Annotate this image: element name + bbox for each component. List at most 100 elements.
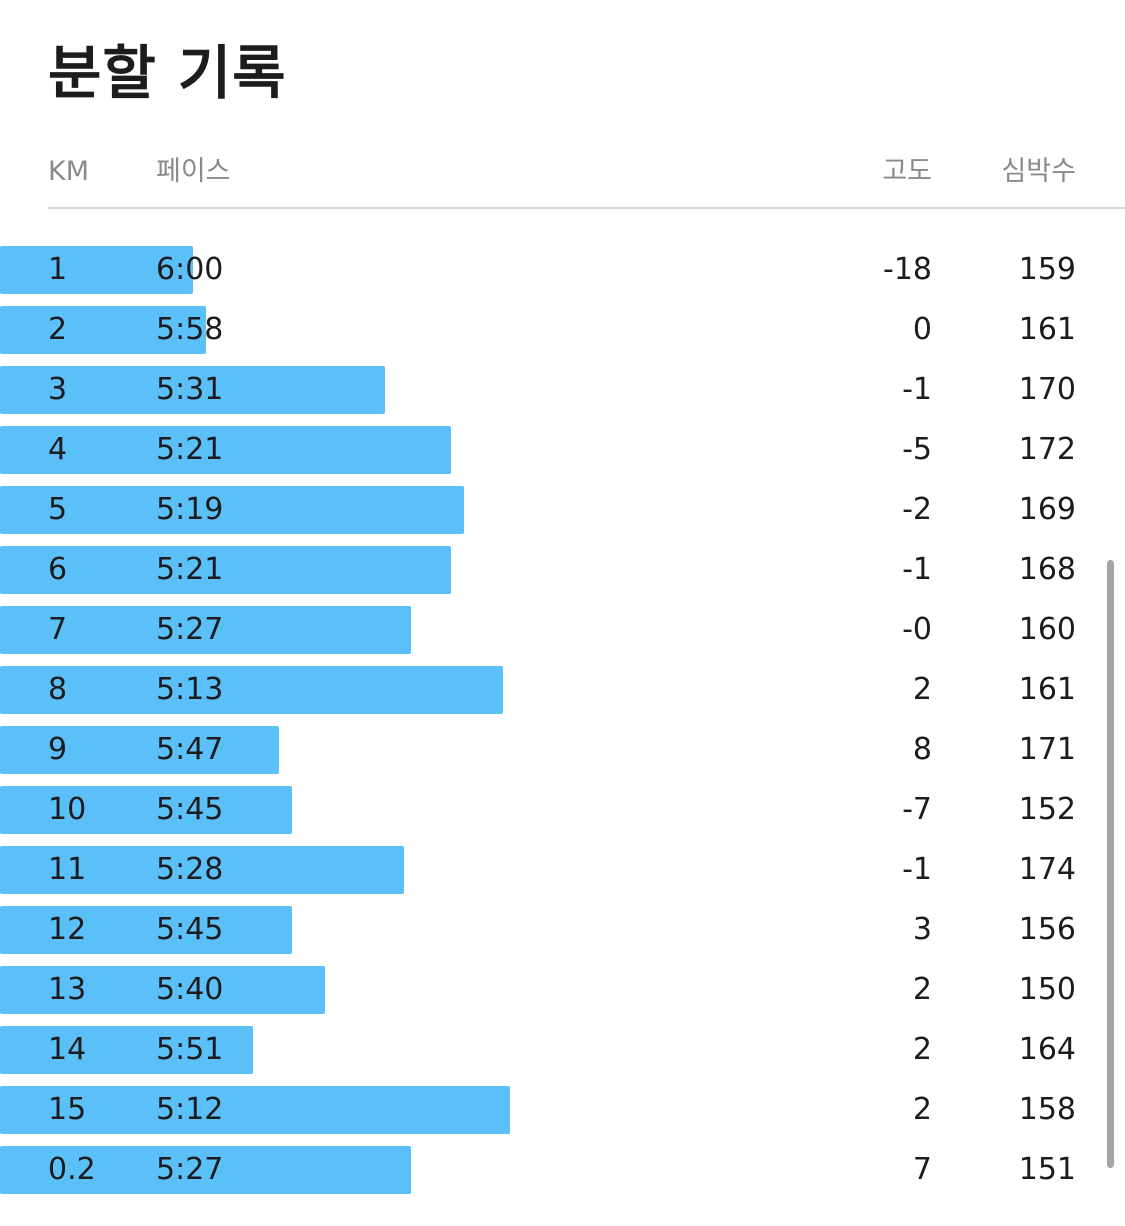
split-km: 9 [48, 732, 68, 767]
pace-bar [0, 966, 325, 1014]
split-pace: 5:47 [156, 732, 224, 767]
split-heart-rate: 151 [1018, 1152, 1076, 1187]
split-km: 0.2 [48, 1152, 96, 1187]
header-divider [48, 207, 1125, 209]
pace-bar [0, 666, 503, 714]
split-km: 5 [48, 492, 68, 527]
split-km: 7 [48, 612, 68, 647]
pace-bar [0, 426, 451, 474]
split-row: 12 5:45 3 156 [0, 906, 1125, 966]
split-elevation: 3 [912, 912, 932, 947]
pace-bar [0, 306, 206, 354]
split-pace: 5:13 [156, 672, 224, 707]
split-row: 3 5:31 -1 170 [0, 366, 1125, 426]
split-km: 2 [48, 312, 68, 347]
split-elevation: -5 [902, 432, 932, 467]
split-km: 3 [48, 372, 68, 407]
pace-bar [0, 1146, 411, 1194]
split-pace: 5:45 [156, 912, 224, 947]
split-heart-rate: 169 [1018, 492, 1076, 527]
split-km: 12 [48, 912, 87, 947]
pace-bar [0, 246, 193, 294]
split-elevation: 7 [912, 1152, 932, 1187]
split-heart-rate: 160 [1018, 612, 1076, 647]
pace-bar [0, 606, 411, 654]
split-elevation: 2 [912, 672, 932, 707]
split-elevation: 8 [912, 732, 932, 767]
split-row: 4 5:21 -5 172 [0, 426, 1125, 486]
split-heart-rate: 170 [1018, 372, 1076, 407]
pace-bar [0, 726, 279, 774]
split-heart-rate: 159 [1018, 252, 1076, 287]
split-elevation: -1 [902, 372, 932, 407]
split-heart-rate: 172 [1018, 432, 1076, 467]
split-pace: 5:45 [156, 792, 224, 827]
split-row: 11 5:28 -1 174 [0, 846, 1125, 906]
column-header-elevation: 고도 [882, 156, 932, 187]
split-elevation: -0 [902, 612, 932, 647]
splits-list: 1 6:00 -18 159 2 5:58 0 161 3 5:31 -1 170 4 5:21 -5 172… [0, 246, 1125, 1206]
pace-bar [0, 546, 451, 594]
split-elevation: -1 [902, 552, 932, 587]
scrollbar[interactable] [1107, 560, 1114, 1168]
split-elevation: 2 [912, 1032, 932, 1067]
split-pace: 5:19 [156, 492, 224, 527]
split-pace: 5:27 [156, 612, 224, 647]
page-title: 분할 기록 [48, 39, 287, 107]
split-elevation: -7 [902, 792, 932, 827]
split-row: 2 5:58 0 161 [0, 306, 1125, 366]
pace-bar [0, 846, 404, 894]
split-pace: 5:21 [156, 432, 224, 467]
split-heart-rate: 171 [1018, 732, 1076, 767]
split-row: 9 5:47 8 171 [0, 726, 1125, 786]
split-row: 14 5:51 2 164 [0, 1026, 1125, 1086]
split-row: 8 5:13 2 161 [0, 666, 1125, 726]
split-km: 11 [48, 852, 87, 887]
split-row: 0.2 5:27 7 151 [0, 1146, 1125, 1206]
split-km: 15 [48, 1092, 87, 1127]
split-pace: 5:12 [156, 1092, 224, 1127]
pace-bar [0, 906, 292, 954]
split-elevation: 2 [912, 972, 932, 1007]
column-header-pace: 페이스 [156, 156, 231, 187]
split-km: 10 [48, 792, 87, 827]
pace-bar [0, 1026, 253, 1074]
split-pace: 5:31 [156, 372, 224, 407]
split-pace: 5:58 [156, 312, 224, 347]
split-row: 1 6:00 -18 159 [0, 246, 1125, 306]
split-heart-rate: 152 [1018, 792, 1076, 827]
pace-bar [0, 486, 464, 534]
split-elevation: 0 [912, 312, 932, 347]
split-row: 15 5:12 2 158 [0, 1086, 1125, 1146]
pace-bar [0, 366, 385, 414]
split-pace: 5:27 [156, 1152, 224, 1187]
split-row: 13 5:40 2 150 [0, 966, 1125, 1026]
split-km: 8 [48, 672, 68, 707]
split-row: 5 5:19 -2 169 [0, 486, 1125, 546]
pace-bar [0, 1086, 510, 1134]
split-elevation: -1 [902, 852, 932, 887]
split-pace: 5:51 [156, 1032, 224, 1067]
split-pace: 5:21 [156, 552, 224, 587]
split-elevation: 2 [912, 1092, 932, 1127]
split-elevation: -18 [883, 252, 932, 287]
split-elevation: -2 [902, 492, 932, 527]
split-km: 13 [48, 972, 87, 1007]
split-heart-rate: 156 [1018, 912, 1076, 947]
pace-bar [0, 786, 292, 834]
split-heart-rate: 168 [1018, 552, 1076, 587]
split-heart-rate: 161 [1018, 672, 1076, 707]
split-km: 14 [48, 1032, 87, 1067]
split-km: 4 [48, 432, 68, 467]
split-pace: 6:00 [156, 252, 224, 287]
split-pace: 5:28 [156, 852, 224, 887]
split-heart-rate: 161 [1018, 312, 1076, 347]
split-heart-rate: 164 [1018, 1032, 1076, 1067]
split-heart-rate: 150 [1018, 972, 1076, 1007]
split-km: 1 [48, 252, 68, 287]
split-row: 7 5:27 -0 160 [0, 606, 1125, 666]
split-km: 6 [48, 552, 68, 587]
split-row: 10 5:45 -7 152 [0, 786, 1125, 846]
split-heart-rate: 174 [1018, 852, 1076, 887]
split-pace: 5:40 [156, 972, 224, 1007]
